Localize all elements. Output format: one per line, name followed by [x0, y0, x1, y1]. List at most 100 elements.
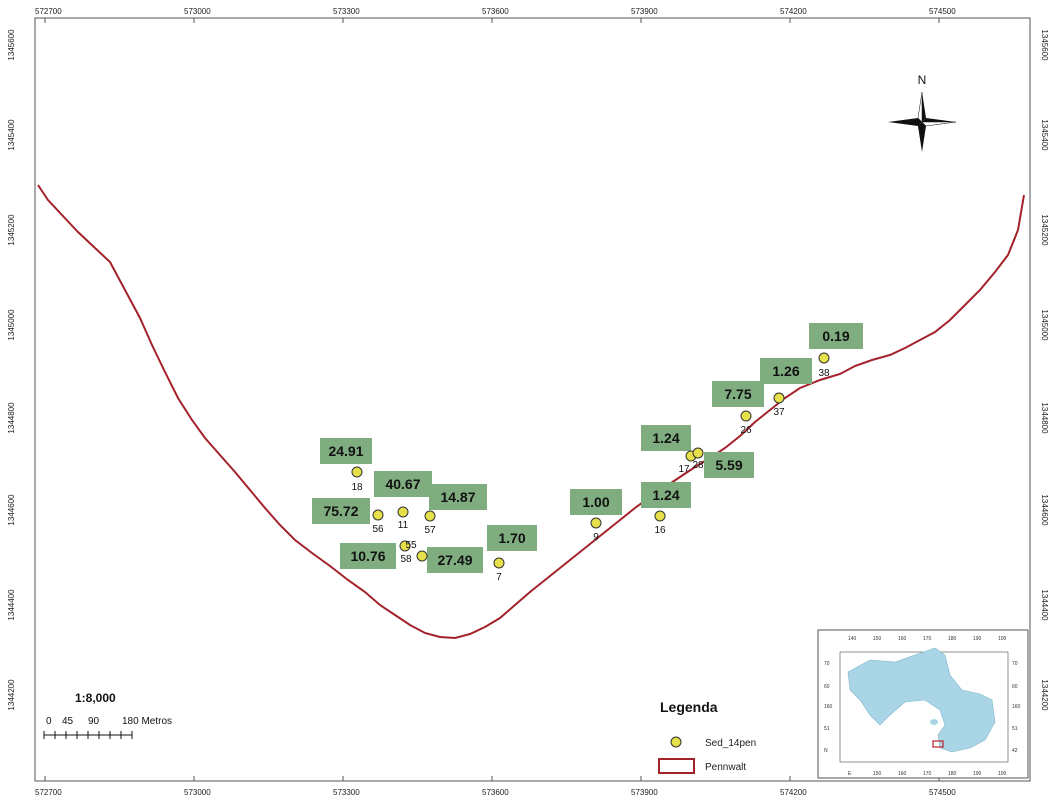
sample-point: 1.70 7 — [487, 525, 537, 583]
sample-value: 1.24 — [652, 430, 679, 446]
value-label-box — [427, 547, 483, 573]
x-tick-top: 574500 — [929, 7, 956, 16]
sample-id: 38 — [818, 368, 830, 379]
value-label-box — [704, 452, 754, 478]
sample-id: 11 — [398, 520, 409, 531]
sample-id: 55 — [405, 540, 417, 551]
y-tick-left: 1344400 — [7, 589, 16, 621]
x-tick-bottom: 574200 — [780, 788, 807, 797]
value-label-box — [429, 484, 487, 510]
inset-tick-bottom: 180 — [948, 771, 957, 777]
value-label-box — [760, 358, 812, 384]
x-tick-top: 572700 — [35, 7, 62, 16]
sample-id: 18 — [351, 482, 363, 493]
y-tick-right: 1345200 — [1040, 214, 1049, 246]
x-tick-bottom: 573000 — [184, 788, 211, 797]
inset-tick-top: 190 — [973, 636, 982, 642]
value-label-box — [570, 489, 622, 515]
y-tick-right: 1345600 — [1040, 29, 1049, 61]
legend-polygon-symbol — [658, 758, 695, 774]
inset-tick-bottom: 160 — [898, 771, 907, 777]
inset-lake — [847, 647, 996, 753]
scale-tick-label: 90 — [88, 716, 100, 727]
scale-tick-label: 180 Metros — [122, 716, 172, 727]
inset-tick-bottom: 170 — [923, 771, 932, 777]
sample-value: 27.49 — [437, 552, 472, 568]
y-tick-right: 1344800 — [1040, 402, 1049, 434]
inset-tick-top: 100 — [998, 636, 1007, 642]
value-label-box — [340, 543, 396, 569]
inset-tick-bottom: 190 — [973, 771, 982, 777]
sample-points: 24.911875.725640.671114.875710.765527.49… — [312, 323, 863, 583]
value-label-box — [320, 438, 372, 464]
sample-id: 57 — [424, 525, 436, 536]
legend-point-symbol — [670, 736, 682, 748]
y-tick-right: 1345000 — [1040, 309, 1049, 341]
inset-tick-right: 42 — [1012, 748, 1018, 754]
sample-marker — [773, 392, 785, 404]
sample-id: 58 — [400, 554, 412, 565]
sample-marker — [493, 557, 505, 569]
y-tick-right: 1344400 — [1040, 589, 1049, 621]
x-tick-top: 573900 — [631, 7, 658, 16]
y-tick-left: 1344200 — [7, 679, 16, 711]
sample-value: 1.26 — [772, 363, 799, 379]
x-tick-bottom: 573600 — [482, 788, 509, 797]
inset-tick-right: 160 — [1012, 704, 1021, 710]
y-tick-right: 1344600 — [1040, 494, 1049, 526]
sample-marker — [372, 509, 384, 521]
y-tick-left: 1345600 — [7, 29, 16, 61]
value-label-box — [809, 323, 863, 349]
value-label-box — [712, 381, 764, 407]
sample-value: 75.72 — [323, 503, 358, 519]
sample-id: 26 — [740, 425, 752, 436]
sample-point: 27.49 58 — [400, 547, 483, 573]
sample-value: 1.24 — [652, 487, 679, 503]
y-tick-left: 1345000 — [7, 309, 16, 341]
legend-item-sed: Sed_14pen — [705, 738, 756, 749]
inset-tick-left: 60 — [824, 684, 830, 690]
y-tick-left: 1344800 — [7, 402, 16, 434]
x-tick-bottom: 572700 — [35, 788, 62, 797]
north-arrow: N — [888, 73, 957, 152]
sample-point: 1.00 9 — [570, 489, 622, 543]
inset-tick-top: 180 — [948, 636, 957, 642]
sample-point: 1.26 37 — [760, 358, 812, 418]
sample-marker — [351, 466, 363, 478]
sample-value: 0.19 — [822, 328, 849, 344]
sample-value: 24.91 — [328, 443, 363, 459]
inset-tick-top: 170 — [923, 636, 932, 642]
y-tick-left: 1345400 — [7, 119, 16, 151]
value-label-box — [641, 425, 691, 451]
y-axis-right: 1345600 1345400 1345200 1345000 1344800 13446… — [1040, 29, 1049, 711]
sample-marker — [740, 410, 752, 422]
scale-bar: 1:8,000 0 45 90 180 Metros — [43, 691, 172, 739]
sample-marker — [424, 510, 436, 522]
inset-tick-left: 70 — [824, 661, 830, 667]
x-tick-bottom: 574500 — [929, 788, 956, 797]
sample-id: 9 — [593, 532, 599, 543]
x-axis-bottom: 572700 573000 573300 573600 573900 574200 5745… — [35, 776, 956, 797]
sample-value: 10.76 — [350, 548, 385, 564]
inset-tick-top: 140 — [848, 636, 857, 642]
inset-study-area — [932, 740, 944, 748]
sample-value: 7.75 — [724, 386, 751, 402]
sample-point: 5.59 28 — [692, 447, 754, 478]
y-tick-right: 1344200 — [1040, 679, 1049, 711]
inset-tick-right: 51 — [1012, 726, 1018, 732]
sample-point: 75.72 56 — [312, 498, 384, 535]
sample-point: 7.75 26 — [712, 381, 764, 436]
sample-point: 14.87 57 — [424, 484, 487, 536]
sample-value: 1.70 — [498, 530, 525, 546]
scale-tick-label: 0 — [46, 716, 52, 727]
sample-marker — [590, 517, 602, 529]
sample-marker — [399, 540, 411, 552]
sample-marker — [818, 352, 830, 364]
sample-id: 7 — [496, 572, 502, 583]
value-label-box — [374, 471, 432, 497]
sample-value: 40.67 — [385, 476, 420, 492]
sample-marker — [416, 550, 428, 562]
inset-tick-left: N — [824, 748, 828, 754]
x-tick-bottom: 573300 — [333, 788, 360, 797]
